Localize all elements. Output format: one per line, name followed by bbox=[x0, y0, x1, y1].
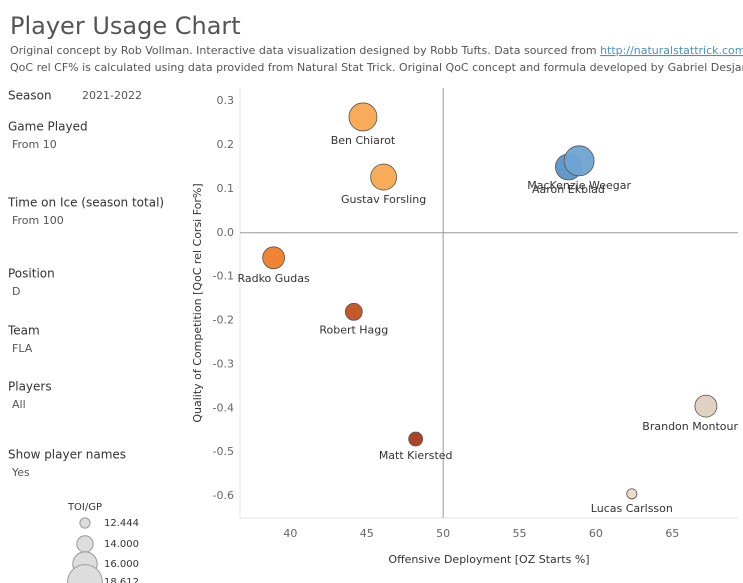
filter-value: From 100 bbox=[12, 214, 64, 227]
y-tick-label: 0.2 bbox=[217, 138, 235, 151]
legend-label: 18.612 bbox=[104, 577, 139, 583]
y-tick-label: -0.3 bbox=[213, 357, 234, 370]
title: Player Usage Chart bbox=[10, 12, 241, 40]
player-name: MacKenzie Weegar bbox=[527, 179, 631, 192]
x-tick-label: 60 bbox=[589, 527, 603, 540]
legend-label: 12.444 bbox=[104, 518, 139, 529]
player-name: Gustav Forsling bbox=[341, 193, 426, 206]
player-bubble[interactable] bbox=[408, 431, 424, 447]
player-bubble[interactable] bbox=[694, 394, 718, 418]
y-tick-label: 0.1 bbox=[217, 182, 235, 195]
y-tick-label: 0.0 bbox=[217, 226, 235, 239]
y-tick-label: -0.5 bbox=[213, 445, 234, 458]
x-axis-title: Offensive Deployment [OZ Starts %] bbox=[388, 553, 589, 566]
filter-label: Season bbox=[8, 89, 52, 103]
player-name: Ben Chiarot bbox=[331, 134, 396, 147]
player-name: Brandon Montour bbox=[642, 420, 738, 433]
legend-bubble bbox=[76, 535, 94, 553]
note: QoC rel CF% is calculated using data pro… bbox=[10, 61, 743, 74]
player-name: Radko Gudas bbox=[237, 272, 310, 285]
player-name: Aaron Ekblad bbox=[532, 183, 605, 196]
player-bubble[interactable] bbox=[370, 163, 397, 191]
y-tick-label: -0.2 bbox=[213, 314, 234, 327]
legend-label: 16.000 bbox=[104, 559, 139, 570]
legend-bubble bbox=[67, 564, 103, 583]
filter-label: Team bbox=[7, 324, 40, 338]
credit: Original concept by Rob Vollman. Interac… bbox=[10, 44, 600, 57]
x-tick-label: 50 bbox=[436, 527, 450, 540]
filter-value: FLA bbox=[12, 342, 33, 355]
player-bubble[interactable] bbox=[626, 488, 638, 500]
legend-bubble bbox=[79, 517, 91, 529]
player-bubble[interactable] bbox=[262, 246, 286, 270]
y-tick-label: 0.3 bbox=[217, 94, 235, 107]
player-bubble[interactable] bbox=[563, 145, 595, 177]
filter-label: Players bbox=[8, 380, 52, 394]
filter-label: Time on Ice (season total) bbox=[7, 196, 164, 210]
filter-value: Yes bbox=[11, 466, 30, 479]
filter-value: All bbox=[12, 398, 26, 411]
filter-value: From 10 bbox=[12, 138, 57, 151]
x-tick-label: 65 bbox=[665, 527, 679, 540]
player-bubble[interactable] bbox=[344, 302, 363, 321]
legend-title: TOI/GP bbox=[67, 502, 102, 513]
y-tick-label: -0.1 bbox=[213, 270, 234, 283]
player-name: Robert Hagg bbox=[319, 323, 388, 336]
filter-value[interactable]: 2021-2022 bbox=[82, 89, 142, 102]
player-bubble[interactable] bbox=[348, 102, 378, 132]
filter-label: Show player names bbox=[8, 448, 126, 462]
filter-label: Game Played bbox=[8, 120, 88, 134]
player-name: Lucas Carlsson bbox=[591, 502, 673, 515]
legend-label: 14.000 bbox=[104, 539, 139, 550]
x-tick-label: 40 bbox=[283, 527, 297, 540]
x-tick-label: 45 bbox=[360, 527, 374, 540]
y-axis-title: Quality of Competition [QoC rel Corsi Fo… bbox=[191, 183, 204, 422]
y-tick-label: -0.6 bbox=[213, 489, 234, 502]
filter-label: Position bbox=[8, 267, 55, 281]
y-tick-label: -0.4 bbox=[213, 401, 234, 414]
filter-value: D bbox=[12, 285, 20, 298]
credit-line: Original concept by Rob Vollman. Interac… bbox=[10, 44, 743, 57]
source-link[interactable]: http://naturalstattrick.com bbox=[600, 44, 743, 57]
player-name: Matt Kiersted bbox=[379, 449, 453, 462]
x-tick-label: 55 bbox=[513, 527, 527, 540]
